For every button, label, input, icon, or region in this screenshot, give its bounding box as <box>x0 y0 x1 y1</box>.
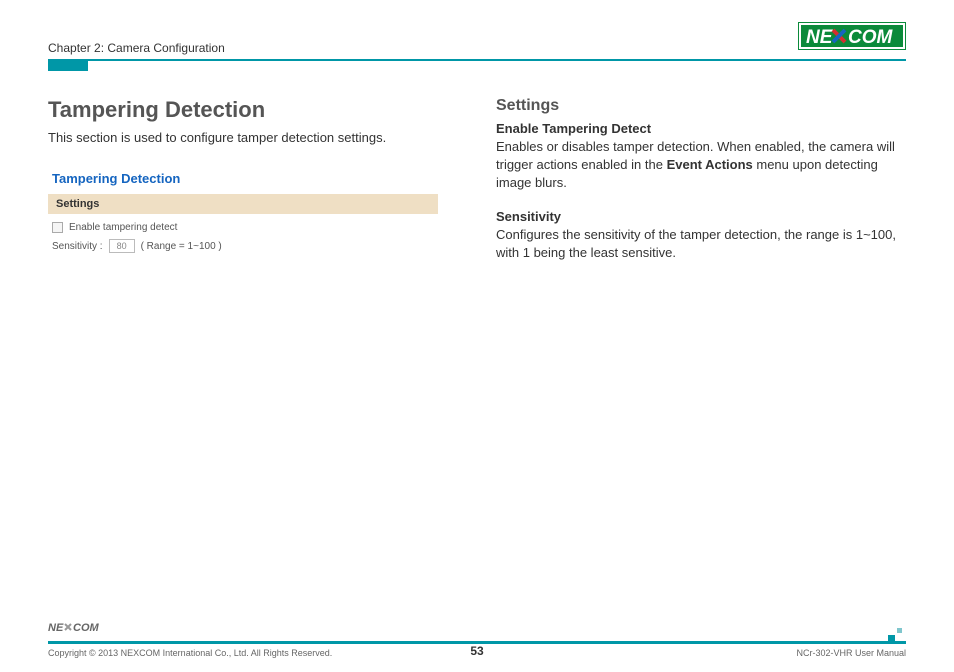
svg-text:NE: NE <box>48 622 64 634</box>
chapter-title: Chapter 2: Camera Configuration <box>48 41 225 55</box>
enable-label: Enable tampering detect <box>69 222 177 233</box>
page-number: 53 <box>470 644 483 658</box>
footer-nexcom-logo: NE COM <box>48 620 906 639</box>
svg-text:COM: COM <box>73 622 100 634</box>
screenshot-row-enable: Enable tampering detect <box>52 222 434 233</box>
sensitivity-label: Sensitivity : <box>52 241 103 252</box>
svg-text:NE: NE <box>806 27 834 48</box>
sensitivity-value: 80 <box>109 239 135 253</box>
enable-heading: Enable Tampering Detect <box>496 121 906 136</box>
page-title: Tampering Detection <box>48 97 458 123</box>
enable-checkbox-icon <box>52 222 63 233</box>
doc-name: NCr-302-VHR User Manual <box>796 648 906 658</box>
header-rule-accent <box>48 61 88 71</box>
svg-text:COM: COM <box>848 27 894 48</box>
sensitivity-heading: Sensitivity <box>496 209 906 224</box>
intro-text: This section is used to configure tamper… <box>48 129 458 147</box>
header-rule <box>48 59 906 61</box>
screenshot-row-sensitivity: Sensitivity : 80 ( Range = 1~100 ) <box>52 239 434 253</box>
embedded-screenshot: Tampering Detection Settings Enable tamp… <box>48 171 438 267</box>
sensitivity-description: Configures the sensitivity of the tamper… <box>496 226 906 262</box>
settings-heading: Settings <box>496 97 906 115</box>
enable-description: Enables or disables tamper detection. Wh… <box>496 138 906 193</box>
event-actions-term: Event Actions <box>667 157 753 172</box>
screenshot-title: Tampering Detection <box>48 171 438 186</box>
copyright-text: Copyright © 2013 NEXCOM International Co… <box>48 648 332 658</box>
nexcom-logo: NE COM <box>798 22 906 55</box>
sensitivity-range: ( Range = 1~100 ) <box>141 241 222 252</box>
screenshot-settings-bar: Settings <box>48 194 438 214</box>
